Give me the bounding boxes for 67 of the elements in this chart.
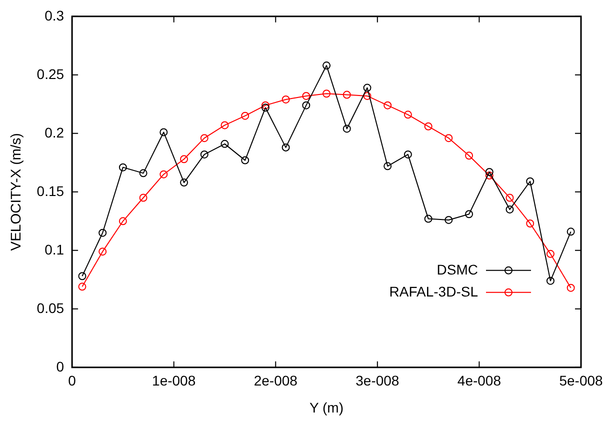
- point: [302, 101, 310, 110]
- point: [78, 272, 86, 280]
- point: [363, 84, 372, 92]
- point: [200, 150, 208, 158]
- point: [404, 110, 412, 119]
- x-tick-label: 3e-008: [356, 372, 400, 389]
- point: [485, 168, 494, 176]
- point: [566, 284, 575, 292]
- point: [78, 282, 86, 291]
- point: [200, 134, 208, 142]
- point: [384, 101, 392, 110]
- point: [241, 112, 250, 120]
- point: [180, 155, 188, 164]
- point: [444, 134, 453, 142]
- point: [98, 228, 107, 237]
- y-tick-label: 0.2: [44, 124, 64, 140]
- legend-label: DSMC: [436, 261, 478, 278]
- y-tick-label: 0.25: [36, 66, 64, 82]
- point: [220, 140, 229, 148]
- y-tick-label: 0.15: [36, 182, 64, 199]
- point: [302, 92, 310, 100]
- y-tick-label: 0.05: [36, 300, 64, 316]
- point: [485, 172, 494, 180]
- point: [526, 219, 534, 228]
- point: [282, 95, 290, 104]
- point: [160, 170, 168, 178]
- point: [424, 214, 432, 223]
- point: [282, 143, 290, 152]
- point: [384, 162, 392, 170]
- point: [220, 121, 229, 130]
- point: [342, 124, 351, 133]
- x-tick-label: 1e-008: [152, 372, 196, 389]
- point: [180, 178, 188, 187]
- point: [404, 150, 412, 158]
- point: [261, 101, 270, 110]
- point: [98, 248, 107, 256]
- point: [506, 194, 514, 202]
- point: [566, 228, 575, 236]
- point: [342, 90, 351, 99]
- point: [139, 169, 148, 178]
- point: [118, 217, 127, 226]
- y-tick-label: 0.1: [44, 241, 64, 258]
- y-tick-label: 0: [56, 358, 64, 374]
- legend-label: RAFAL-3D-SL: [389, 283, 478, 300]
- point: [465, 152, 474, 160]
- x-tick-label: 5e-008: [559, 372, 604, 389]
- x-tick-label: 2e-008: [254, 372, 298, 389]
- point: [363, 92, 372, 100]
- x-tick-label: 4e-008: [457, 372, 502, 389]
- point: [322, 90, 331, 98]
- point: [261, 104, 270, 112]
- point: [444, 216, 453, 224]
- point: [160, 128, 168, 136]
- y-tick-label: 0.3: [44, 7, 64, 24]
- point: [465, 210, 474, 218]
- point: [424, 122, 432, 130]
- point: [118, 163, 127, 172]
- point: [546, 250, 554, 258]
- point: [546, 276, 554, 285]
- point: [322, 62, 331, 70]
- point: [506, 205, 514, 214]
- point: [241, 156, 250, 164]
- point: [139, 194, 148, 202]
- point: [526, 177, 534, 186]
- x-tick-label: 0: [68, 372, 76, 389]
- x-axis-title: Y (m): [310, 399, 344, 416]
- y-axis-title: VELOCITY-X (m/s): [7, 133, 24, 251]
